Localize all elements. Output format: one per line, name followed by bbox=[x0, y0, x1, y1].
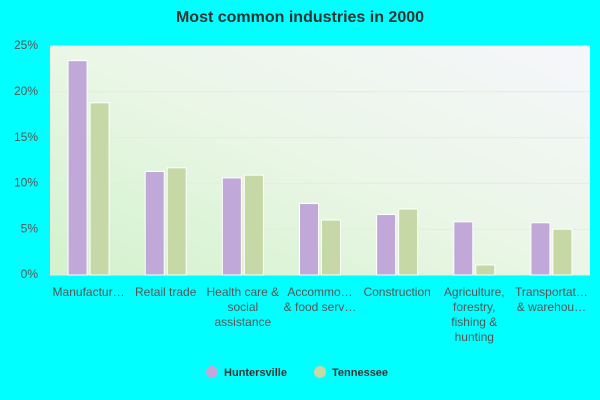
y-tick-label: 10% bbox=[14, 176, 38, 190]
bar bbox=[376, 214, 397, 276]
legend-swatch bbox=[314, 366, 326, 378]
x-tick-label: Health care & social assistance bbox=[206, 285, 280, 329]
bar bbox=[299, 203, 319, 276]
bar bbox=[321, 219, 341, 276]
y-tick-label: 0% bbox=[21, 267, 39, 281]
x-tick-label: Accommo… & food serv… bbox=[283, 285, 357, 314]
bar bbox=[530, 222, 551, 276]
bar bbox=[398, 208, 419, 276]
x-tick-label: Construction bbox=[363, 285, 431, 299]
y-tick-label: 25% bbox=[14, 38, 38, 52]
bar bbox=[166, 167, 187, 276]
bar bbox=[221, 177, 242, 276]
y-tick-label: 5% bbox=[21, 221, 39, 235]
legend-label: Tennessee bbox=[332, 367, 388, 379]
legend-label: Huntersville bbox=[224, 367, 287, 379]
bar bbox=[89, 102, 110, 276]
x-tick-label: Manufactur… bbox=[52, 285, 125, 299]
plot-area bbox=[50, 46, 590, 275]
y-tick-label: 15% bbox=[14, 130, 38, 144]
y-tick-label: 20% bbox=[14, 84, 38, 98]
bar bbox=[552, 228, 573, 276]
bar bbox=[475, 264, 496, 276]
x-tick-label: Retail trade bbox=[135, 285, 197, 299]
bar bbox=[67, 60, 88, 276]
bar bbox=[453, 221, 474, 276]
bar bbox=[144, 170, 165, 276]
legend-swatch bbox=[206, 366, 218, 378]
x-tick-label: Agriculture, forestry, fishing & hunting bbox=[443, 285, 505, 344]
bar bbox=[243, 174, 264, 276]
x-tick-label: Transportat… & warehou… bbox=[514, 285, 588, 314]
chart-title: Most common industries in 2000 bbox=[176, 9, 424, 26]
